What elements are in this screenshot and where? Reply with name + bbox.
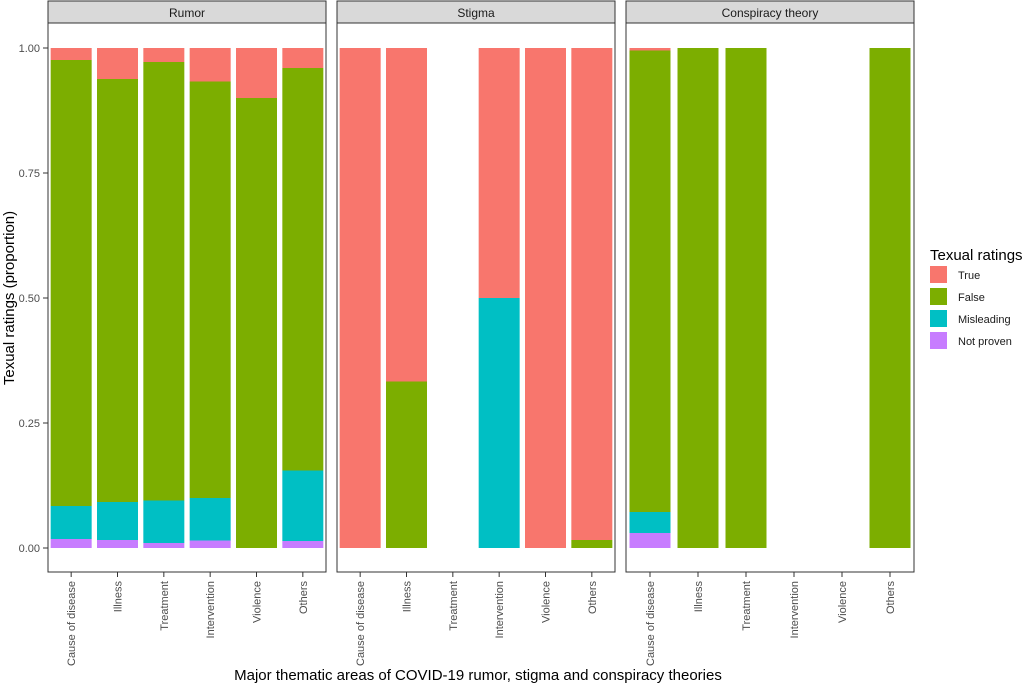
y-tick-label: 0.00 <box>19 543 40 555</box>
x-tick-label: Intervention <box>789 581 801 638</box>
bar-segment-misleading <box>97 502 138 540</box>
bar-segment-true <box>236 48 277 98</box>
legend-swatch-not-proven <box>930 332 947 349</box>
x-tick-label: Illness <box>402 581 414 613</box>
x-tick-label: Illness <box>693 581 705 613</box>
bar-segment-true <box>189 48 231 82</box>
facet-panel-1: Stigma Cause of disease Illness Treatment In… <box>336 0 616 666</box>
y-tick-label: 1.00 <box>19 43 40 55</box>
x-tick-label: Intervention <box>205 581 217 638</box>
x-tick-label: Treatment <box>741 581 753 631</box>
bar-segment-not-proven <box>189 540 231 548</box>
bar-segment-misleading <box>478 298 520 548</box>
bar-segment-not-proven <box>282 541 324 548</box>
x-tick-label: Intervention <box>494 581 506 638</box>
facet-title: Stigma <box>457 6 495 20</box>
y-axis: 0.00 0.25 0.50 0.75 1.00 <box>19 43 48 555</box>
bar-segment-not-proven <box>50 539 92 548</box>
legend-label: Not proven <box>958 336 1012 348</box>
y-tick-label: 0.75 <box>19 168 40 180</box>
y-tick-label: 0.25 <box>19 418 40 430</box>
bar-segment-true <box>525 48 566 548</box>
bar-segment-true <box>629 48 671 51</box>
x-tick-label: Cause of disease <box>66 581 78 666</box>
bar-segment-false <box>725 48 767 548</box>
bar-segment-false <box>50 60 92 506</box>
bar-segment-false <box>236 98 277 548</box>
bar-segment-misleading <box>143 500 185 543</box>
x-axis-label: Major thematic areas of COVID-19 rumor, … <box>234 667 722 684</box>
legend-label: True <box>958 270 980 282</box>
bar-segment-misleading <box>629 512 671 533</box>
bar-segment-false <box>97 79 138 502</box>
y-tick-label: 0.50 <box>19 293 40 305</box>
legend: Texual ratings True False Misleading Not pr… <box>930 247 1023 349</box>
x-tick-label: Violence <box>837 581 849 623</box>
bar-segment-false <box>571 540 613 548</box>
bar-segment-true <box>282 48 324 68</box>
bar-segment-false <box>677 48 719 548</box>
bar-segment-not-proven <box>97 540 138 548</box>
bar-segment-true <box>571 48 613 540</box>
legend-label: Misleading <box>958 314 1011 326</box>
x-tick-label: Treatment <box>159 581 171 631</box>
bar-segment-true <box>143 48 185 62</box>
bar-segment-true <box>50 48 92 60</box>
bar-segment-false <box>143 62 185 501</box>
panel-border <box>47 22 327 573</box>
bar-segment-true <box>97 48 138 79</box>
bar-segment-misleading <box>189 498 231 541</box>
bar-segment-false <box>386 381 427 548</box>
legend-swatch-misleading <box>930 310 947 327</box>
legend-swatch-true <box>930 266 947 283</box>
legend-swatch-false <box>930 288 947 305</box>
y-axis-label: Texual ratings (proportion) <box>1 211 18 385</box>
bar-segment-false <box>629 50 671 512</box>
x-tick-label: Cause of disease <box>355 581 367 666</box>
legend-title: Texual ratings <box>930 247 1023 264</box>
x-tick-label: Others <box>587 581 599 615</box>
x-tick-label: Cause of disease <box>645 581 657 666</box>
facet-panel-0: Rumor Cause of disease Illness Treatment Int… <box>47 0 327 666</box>
facet-panels: Rumor Cause of disease Illness Treatment Int… <box>47 0 915 666</box>
bar-segment-true <box>478 48 520 298</box>
bar-segment-misleading <box>50 506 92 539</box>
facet-panel-2: Conspiracy theory Cause of disease Illness… <box>625 0 915 666</box>
bar-segment-false <box>282 68 324 471</box>
x-tick-label: Treatment <box>448 581 460 631</box>
bar-segment-not-proven <box>143 543 185 548</box>
bar-segment-false <box>869 48 911 548</box>
legend-label: False <box>958 292 985 304</box>
bar-segment-true <box>386 48 427 382</box>
x-tick-label: Violence <box>252 581 264 623</box>
x-tick-label: Others <box>298 581 310 615</box>
panel-border <box>336 22 616 573</box>
bar-segment-false <box>189 81 231 498</box>
panel-border <box>625 22 915 573</box>
bar-segment-misleading <box>282 470 324 541</box>
x-tick-label: Illness <box>113 581 125 613</box>
bar-segment-not-proven <box>629 533 671 548</box>
facet-title: Rumor <box>169 6 205 20</box>
facet-title: Conspiracy theory <box>722 6 819 20</box>
bar-segment-true <box>339 48 381 548</box>
x-tick-label: Others <box>885 581 897 615</box>
x-tick-label: Violence <box>541 581 553 623</box>
